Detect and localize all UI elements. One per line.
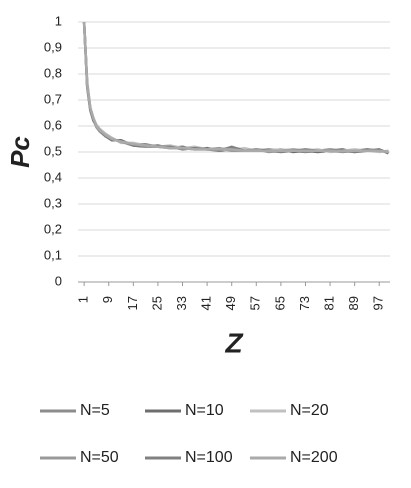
x-tick-label: 17 [125,296,140,310]
y-tick-label: 0,2 [44,221,62,236]
x-tick-label: 97 [371,296,386,310]
legend-label: N=5 [80,402,110,419]
x-tick-label: 1 [76,296,91,303]
x-tick-label: 25 [149,296,164,310]
x-tick-label: 57 [248,296,263,310]
x-tick-label: 9 [100,296,115,303]
y-tick-label: 0 [55,273,62,288]
x-tick-label: 81 [321,296,336,310]
y-tick-label: 0,6 [44,117,62,132]
y-tick-label: 0,4 [44,169,62,184]
x-tick-label: 89 [346,296,361,310]
x-tick-label: 65 [272,296,287,310]
series-line [82,21,389,154]
x-tick-label: 41 [199,296,214,310]
y-axis-label: Pc [5,136,35,168]
series-line [82,21,389,154]
legend-label: N=100 [185,449,233,466]
x-tick-label: 73 [297,296,312,310]
series-line [82,21,389,154]
x-axis-label: Z [224,327,243,358]
y-tick-label: 0,8 [44,65,62,80]
legend-label: N=50 [80,449,119,466]
y-tick-label: 0,5 [44,143,62,158]
y-tick-label: 0,7 [44,91,62,106]
legend-label: N=10 [185,402,224,419]
y-tick-label: 0,1 [44,247,62,262]
series-line [82,21,389,154]
legend-label: N=20 [290,402,329,419]
x-tick-label: 33 [174,296,189,310]
y-tick-label: 0,3 [44,195,62,210]
series-line [82,21,389,154]
y-tick-label: 1 [55,13,62,28]
legend-label: N=200 [290,449,338,466]
x-tick-label: 49 [223,296,238,310]
series-line [82,21,389,155]
y-tick-label: 0,9 [44,39,62,54]
